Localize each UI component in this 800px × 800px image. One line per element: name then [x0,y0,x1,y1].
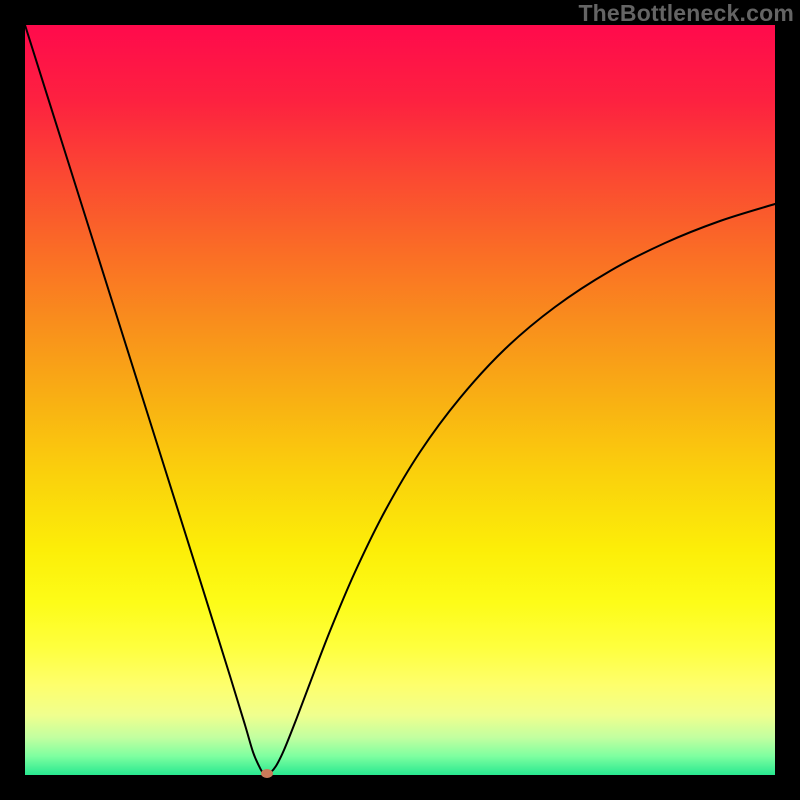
chart-stage: TheBottleneck.com [0,0,800,800]
watermark-text: TheBottleneck.com [578,0,794,27]
plot-background [25,25,775,775]
nadir-marker [261,769,273,778]
chart-svg [0,0,800,800]
